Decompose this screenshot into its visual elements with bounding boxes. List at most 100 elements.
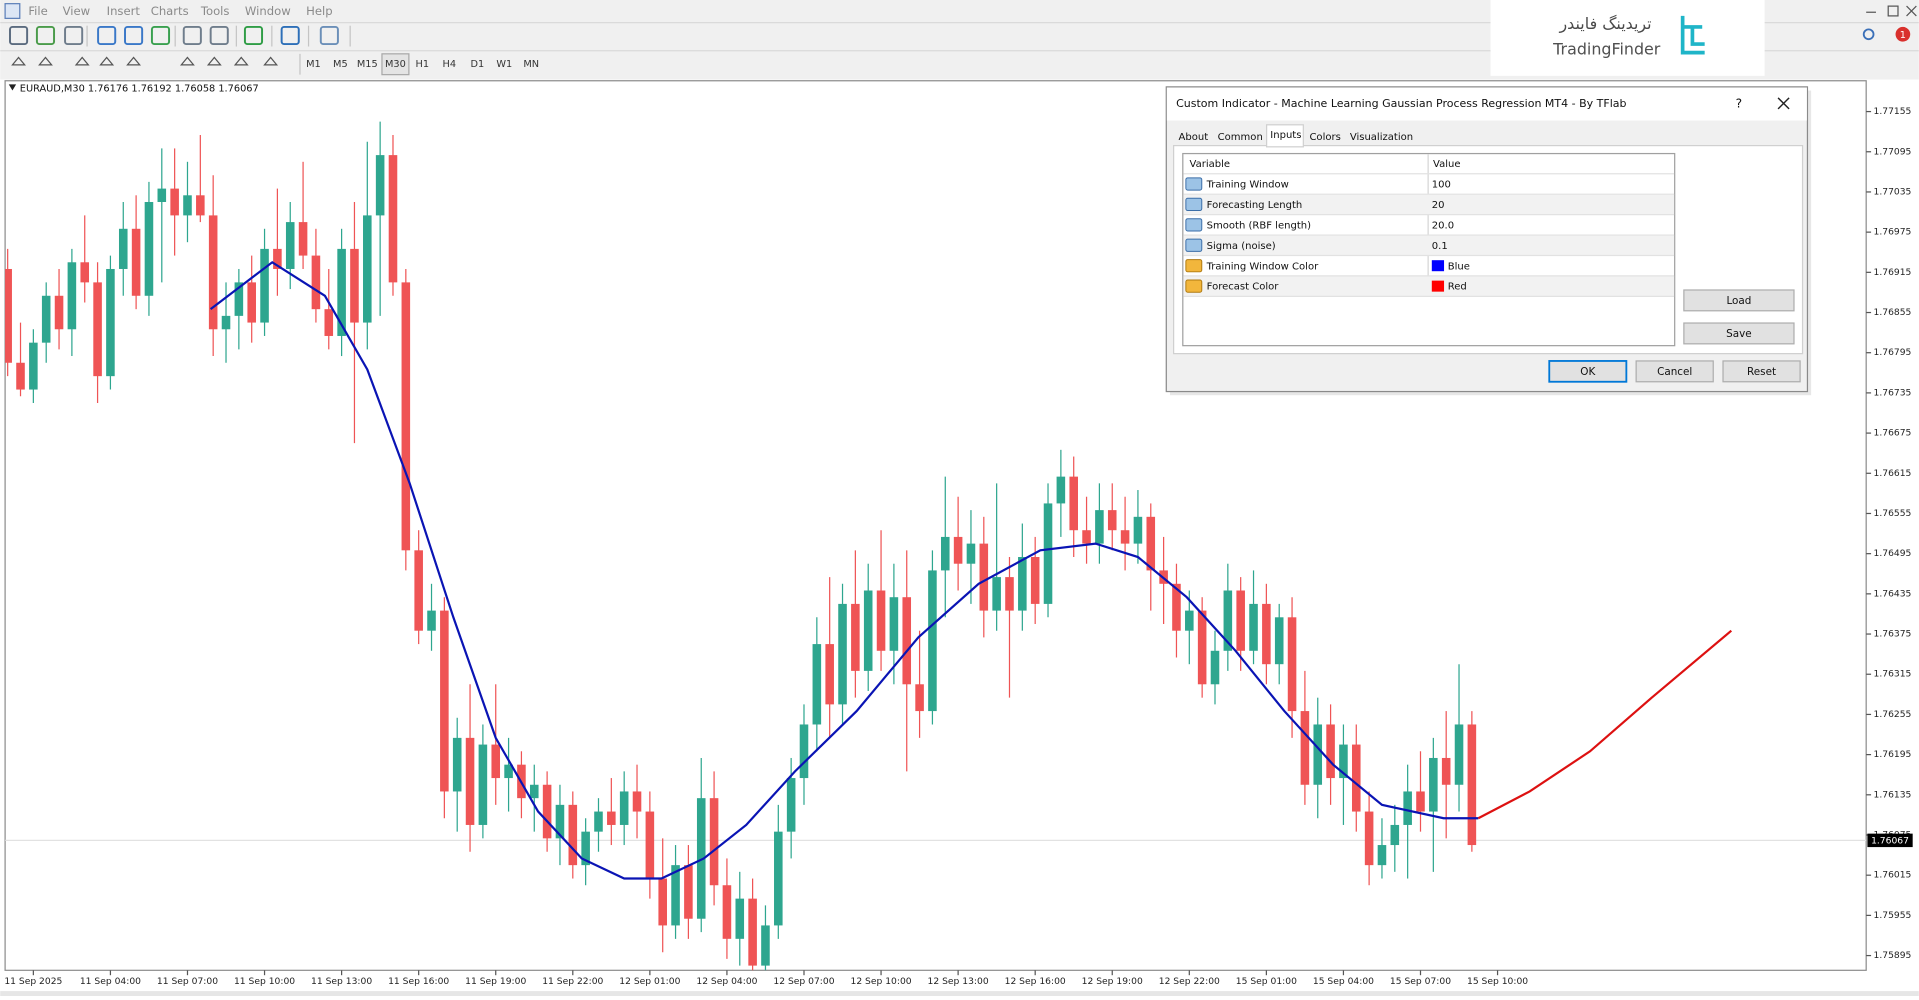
row-icon: [1185, 238, 1203, 252]
tab[interactable]: Common: [1218, 132, 1263, 143]
toolbar-button[interactable]: [319, 25, 339, 46]
close-button[interactable]: [1777, 97, 1790, 110]
candle-body: [260, 248, 269, 323]
variable-name[interactable]: Sigma (noise): [1207, 241, 1276, 252]
toolbar-button[interactable]: [150, 25, 171, 46]
row-shade: [1183, 194, 1675, 215]
variable-name[interactable]: Forecast Color: [1207, 282, 1280, 293]
tool-button[interactable]: [263, 56, 279, 66]
indicator-line: [1477, 629, 1733, 820]
tool-button[interactable]: [74, 56, 90, 66]
candle-body: [709, 798, 719, 886]
toolbar-button[interactable]: [64, 25, 84, 46]
timeframe-button[interactable]: H1: [416, 59, 430, 70]
menu-item[interactable]: File: [28, 4, 47, 18]
variable-value[interactable]: Red: [1448, 282, 1467, 293]
row-icon: [1185, 177, 1203, 191]
tool-button[interactable]: [11, 56, 26, 66]
candle-body: [1300, 711, 1310, 785]
menu-item[interactable]: Insert: [107, 4, 141, 18]
candle-body: [992, 577, 1001, 611]
toolbar-button[interactable]: [243, 25, 264, 46]
tool-button[interactable]: [99, 56, 115, 66]
search-icon[interactable]: [1862, 28, 1875, 41]
row-icon: [1185, 218, 1203, 232]
tool-button[interactable]: [38, 56, 53, 66]
y-tick-label: 1.76015: [1874, 870, 1912, 881]
toolbar-button[interactable]: [35, 25, 56, 46]
y-tick-label: 1.76915: [1874, 267, 1912, 278]
x-tick-label: 11 Sep 04:00: [80, 976, 141, 987]
tool-button[interactable]: [126, 56, 142, 66]
variable-value[interactable]: 0.1: [1432, 241, 1448, 252]
variable-value[interactable]: Blue: [1448, 261, 1470, 272]
menu-item[interactable]: Tools: [200, 4, 230, 18]
candle-body: [54, 295, 64, 330]
timeframe-button[interactable]: D1: [471, 59, 485, 70]
tab[interactable]: Visualization: [1350, 132, 1413, 143]
variable-name[interactable]: Smooth (RBF length): [1207, 220, 1311, 231]
candle-body: [671, 865, 680, 926]
dialog-button-label[interactable]: Cancel: [1657, 366, 1692, 378]
notification-badge[interactable]: [1895, 26, 1911, 42]
variable-name[interactable]: Forecasting Length: [1207, 200, 1303, 211]
help-button[interactable]: ?: [1736, 97, 1743, 111]
row-icon: [1185, 279, 1203, 293]
dialog-button[interactable]: [1722, 360, 1801, 383]
toolbar-button[interactable]: [280, 25, 300, 46]
x-tick-label: 12 Sep 22:00: [1159, 976, 1220, 987]
tab[interactable]: Colors: [1309, 132, 1340, 143]
candle-body: [1467, 724, 1477, 846]
dialog-button-label[interactable]: OK: [1580, 366, 1596, 378]
side-button-label[interactable]: Save: [1726, 328, 1752, 340]
menu-item[interactable]: Window: [245, 4, 291, 18]
timeframe-button[interactable]: MN: [523, 59, 539, 70]
menu-item[interactable]: Help: [306, 4, 332, 18]
variable-value[interactable]: 20: [1432, 200, 1445, 211]
toolbar-button[interactable]: [9, 25, 29, 46]
timeframe-button[interactable]: M30: [385, 59, 406, 70]
window-control[interactable]: [1906, 5, 1917, 17]
menu-item[interactable]: Charts: [151, 4, 189, 18]
toolbar-button[interactable]: [97, 25, 117, 46]
side-button[interactable]: [1683, 322, 1795, 345]
candle-body: [684, 865, 693, 919]
dialog-button-label[interactable]: Reset: [1747, 366, 1776, 378]
candle-body: [427, 610, 436, 631]
window-control[interactable]: [1887, 5, 1899, 17]
status-strip: [0, 991, 1919, 996]
toolbar-button[interactable]: [124, 25, 144, 46]
timeframe-button[interactable]: M1: [306, 59, 321, 70]
toolbar-button[interactable]: [209, 25, 229, 46]
x-tick-label: 12 Sep 13:00: [928, 976, 989, 987]
tool-button[interactable]: [206, 56, 222, 66]
candle-body: [504, 764, 513, 779]
timeframe-button[interactable]: M5: [333, 59, 348, 70]
active-timeframe: [381, 53, 410, 76]
variable-value[interactable]: 20.0: [1432, 220, 1454, 231]
candle-body: [1262, 603, 1271, 665]
tab[interactable]: About: [1179, 132, 1209, 143]
side-button[interactable]: [1683, 289, 1795, 312]
variable-value[interactable]: 100: [1432, 180, 1451, 191]
candle-body: [29, 342, 38, 390]
table-header: Value: [1433, 159, 1461, 170]
toolbar-button[interactable]: [182, 25, 202, 46]
tool-button[interactable]: [233, 56, 249, 66]
timeframe-button[interactable]: W1: [496, 59, 512, 70]
x-tick-label: 11 Sep 13:00: [311, 976, 372, 987]
tool-button[interactable]: [179, 56, 195, 66]
candle-body: [863, 590, 873, 671]
variable-name[interactable]: Training Window Color: [1206, 261, 1319, 272]
dialog-button[interactable]: [1548, 360, 1628, 383]
dialog-button[interactable]: [1635, 360, 1714, 383]
candle-body: [1287, 617, 1297, 712]
tab[interactable]: Inputs: [1270, 130, 1301, 141]
timeframe-button[interactable]: H4: [442, 59, 456, 70]
menu-item[interactable]: View: [63, 4, 91, 18]
candle-body: [1095, 510, 1104, 544]
candle-body: [363, 215, 372, 323]
timeframe-button[interactable]: M15: [357, 59, 378, 70]
side-button-label[interactable]: Load: [1726, 295, 1751, 307]
variable-name[interactable]: Training Window: [1206, 180, 1289, 191]
